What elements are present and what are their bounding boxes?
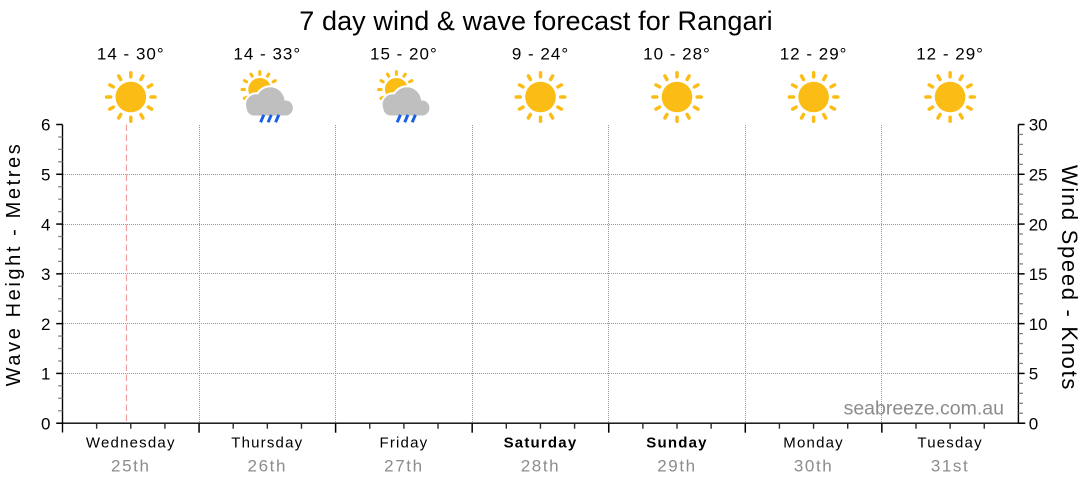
svg-text:26th: 26th	[248, 457, 288, 476]
svg-text:Tuesday: Tuesday	[917, 435, 982, 452]
svg-text:2: 2	[41, 315, 50, 334]
svg-text:0: 0	[1029, 414, 1038, 433]
svg-text:4: 4	[41, 215, 50, 234]
svg-text:30: 30	[1029, 116, 1048, 135]
svg-text:31st: 31st	[931, 457, 970, 476]
svg-text:10 - 28°: 10 - 28°	[643, 45, 711, 64]
svg-text:7 day wind & wave forecast for: 7 day wind & wave forecast for Rangari	[299, 6, 773, 36]
svg-text:9 - 24°: 9 - 24°	[512, 45, 569, 64]
svg-text:3: 3	[41, 265, 50, 284]
svg-text:12 - 29°: 12 - 29°	[780, 45, 848, 64]
svg-text:1: 1	[41, 365, 50, 384]
svg-text:10: 10	[1029, 315, 1048, 334]
svg-text:14 - 30°: 14 - 30°	[97, 45, 165, 64]
svg-text:Wednesday: Wednesday	[86, 435, 176, 452]
svg-text:25: 25	[1029, 165, 1048, 184]
svg-text:29th: 29th	[657, 457, 697, 476]
svg-text:15 - 20°: 15 - 20°	[370, 45, 438, 64]
svg-text:Sunday: Sunday	[646, 435, 707, 452]
svg-text:30th: 30th	[794, 457, 834, 476]
svg-text:Monday: Monday	[783, 435, 844, 452]
svg-text:27th: 27th	[384, 457, 424, 476]
svg-text:14 - 33°: 14 - 33°	[233, 45, 301, 64]
svg-text:seabreeze.com.au: seabreeze.com.au	[844, 398, 1004, 420]
svg-text:5: 5	[1029, 365, 1038, 384]
svg-text:12 - 29°: 12 - 29°	[916, 45, 984, 64]
svg-text:Wave Height - Metres: Wave Height - Metres	[3, 142, 25, 387]
svg-text:Friday: Friday	[379, 435, 428, 452]
svg-text:6: 6	[41, 116, 50, 135]
svg-text:20: 20	[1029, 215, 1048, 234]
svg-text:Thursday: Thursday	[231, 435, 303, 452]
svg-text:0: 0	[41, 414, 50, 433]
svg-text:28th: 28th	[521, 457, 561, 476]
svg-text:Saturday: Saturday	[504, 435, 578, 452]
svg-text:15: 15	[1029, 265, 1048, 284]
svg-text:Wind Speed - Knots: Wind Speed - Knots	[1057, 165, 1080, 391]
svg-text:5: 5	[41, 165, 50, 184]
svg-text:25th: 25th	[111, 457, 151, 476]
